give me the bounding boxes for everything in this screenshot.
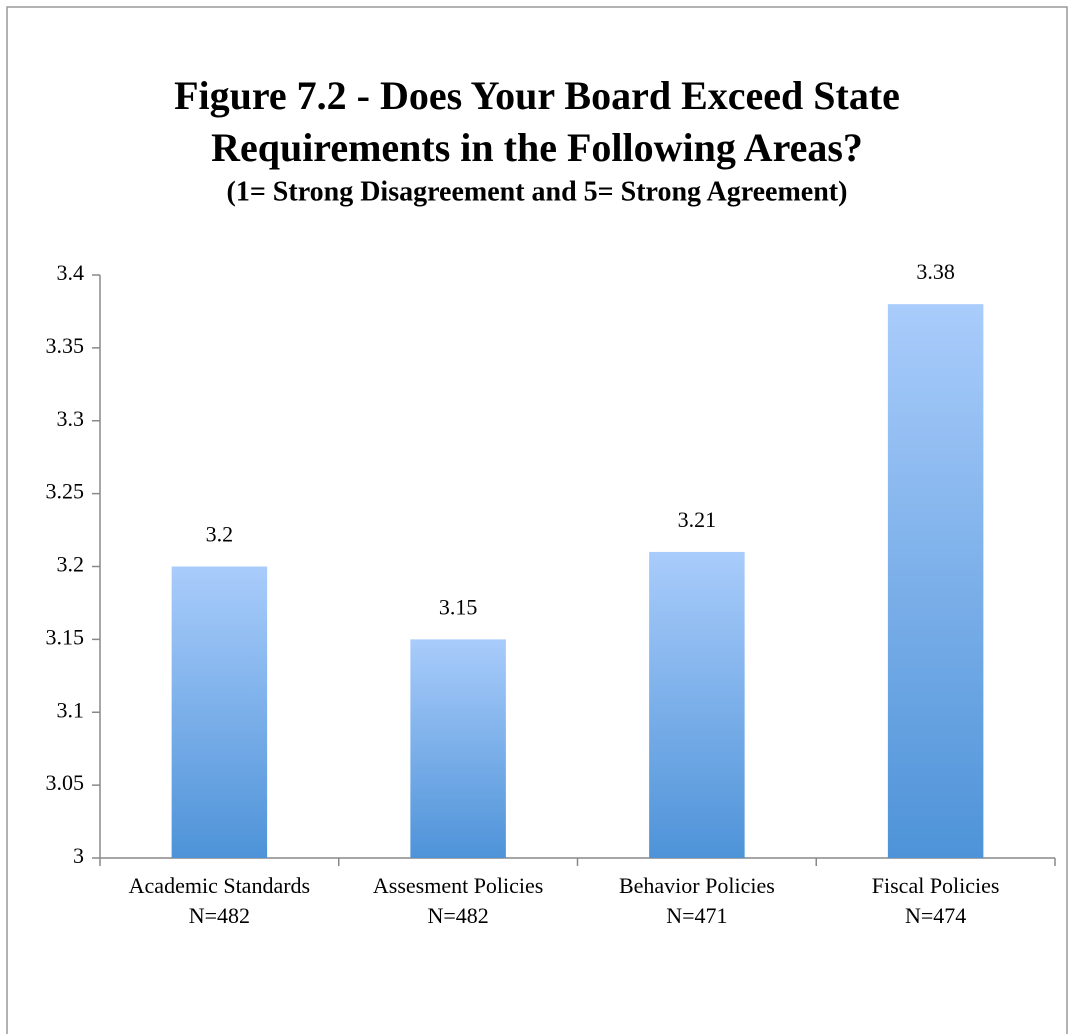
bar (887, 304, 984, 858)
bar (649, 551, 745, 858)
data-label: 3.38 (916, 259, 955, 284)
data-label: 3.2 (206, 522, 234, 547)
x-tick-sublabel: N=482 (427, 903, 488, 928)
x-tick-label: Fiscal Policies (872, 873, 1000, 898)
x-tick-sublabel: N=482 (189, 903, 250, 928)
chart-frame (6, 6, 1068, 1034)
x-tick-sublabel: N=471 (666, 903, 727, 928)
x-tick-label: Academic Standards (129, 873, 310, 898)
x-tick-label: Assesment Policies (373, 873, 544, 898)
y-tick-label: 3.4 (57, 260, 85, 285)
chart-subtitle: (1= Strong Disagreement and 5= Strong Ag… (227, 176, 848, 207)
y-tick-label: 3.05 (46, 770, 85, 795)
y-tick-label: 3.2 (57, 552, 85, 577)
data-label: 3.21 (678, 507, 717, 532)
data-label: 3.15 (439, 594, 478, 619)
bar (171, 566, 268, 858)
chart-title: Requirements in the Following Areas? (211, 125, 863, 170)
y-tick-label: 3 (73, 843, 84, 868)
y-tick-label: 3.35 (46, 333, 85, 358)
bar (410, 639, 506, 858)
y-tick-label: 3.25 (46, 479, 85, 504)
y-tick-label: 3.3 (57, 406, 85, 431)
y-tick-label: 3.15 (46, 624, 85, 649)
chart-title: Figure 7.2 - Does Your Board Exceed Stat… (174, 73, 900, 118)
x-tick-label: Behavior Policies (619, 873, 775, 898)
x-tick-sublabel: N=474 (905, 903, 966, 928)
y-tick-label: 3.1 (57, 697, 85, 722)
